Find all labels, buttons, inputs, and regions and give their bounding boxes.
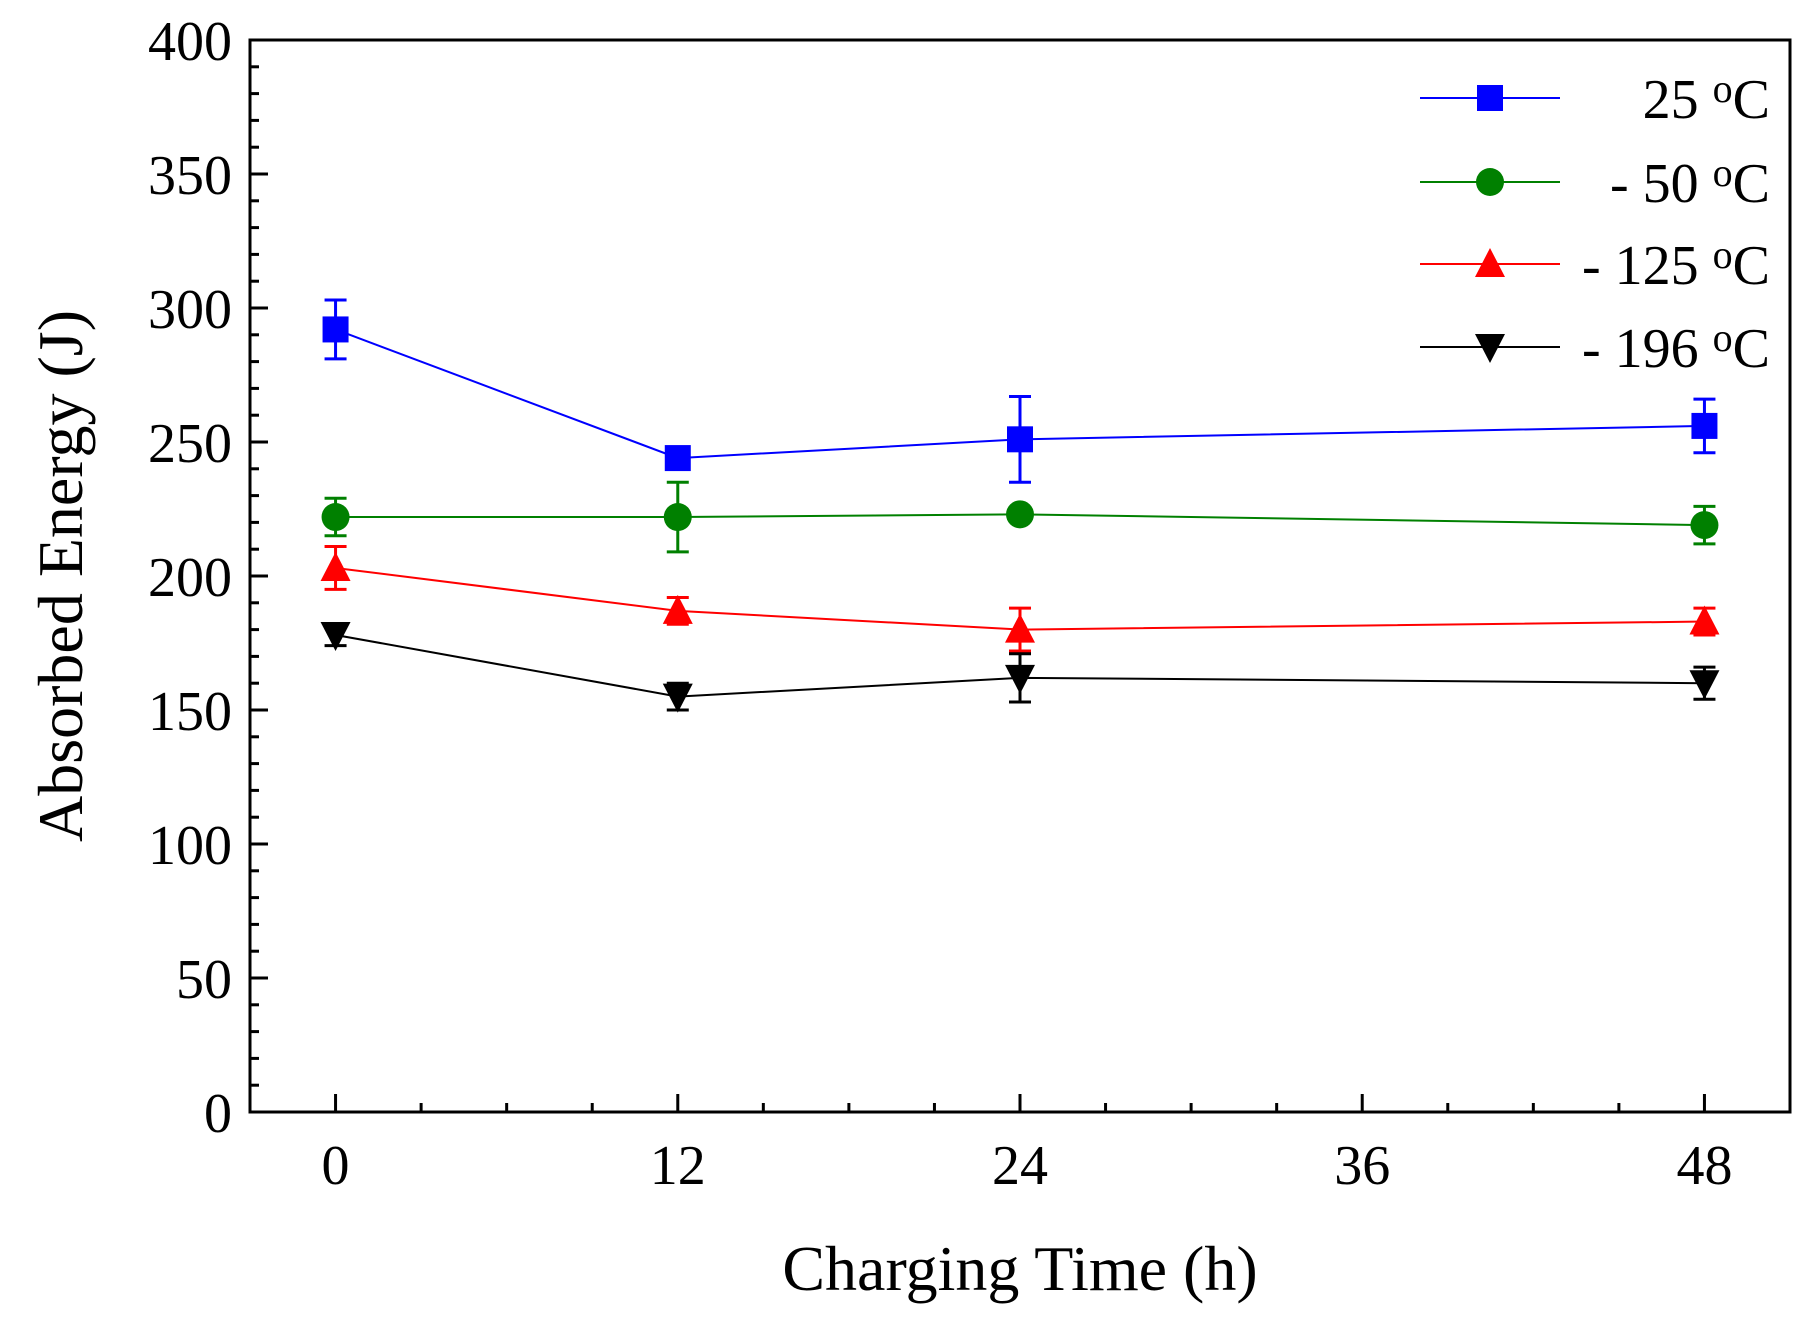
legend-label: - 196 oC <box>1582 315 1770 380</box>
y-tick-label: 300 <box>148 279 232 341</box>
data-point <box>664 503 692 531</box>
legend-item-3: - 196 oC <box>1420 315 1770 380</box>
y-tick-label: 250 <box>148 413 232 475</box>
legend-marker <box>1477 85 1503 111</box>
y-tick-label: 400 <box>148 11 232 73</box>
series-0 <box>323 300 1718 482</box>
data-point <box>1689 606 1719 635</box>
chart: 0 12 24 36 48 0 50 100 150 200 250 300 350 400 25 oC -… <box>0 0 1816 1323</box>
legend: 25 oC - 50 oC - 125 oC - 196 oC <box>1420 66 1770 380</box>
legend-marker <box>1476 168 1504 196</box>
data-point <box>663 684 693 713</box>
legend-marker <box>1475 248 1505 277</box>
legend-item-0: 25 oC <box>1420 66 1770 131</box>
data-point <box>1691 413 1717 439</box>
legend-label: - 50 oC <box>1610 150 1770 215</box>
series-layer <box>321 300 1720 713</box>
data-point <box>322 503 350 531</box>
series-1 <box>322 482 1719 552</box>
data-point <box>1007 426 1033 452</box>
y-tick-label: 0 <box>204 1083 232 1145</box>
data-point <box>665 445 691 471</box>
x-tick-label: 24 <box>992 1135 1048 1197</box>
data-point <box>1690 511 1718 539</box>
x-axis-label: Charging Time (h) <box>782 1233 1257 1304</box>
y-tick-label: 150 <box>148 681 232 743</box>
y-tick-label: 350 <box>148 145 232 207</box>
y-tick-label: 200 <box>148 547 232 609</box>
x-tick-label: 12 <box>650 1135 706 1197</box>
y-tick-label: 50 <box>176 949 232 1011</box>
legend-item-1: - 50 oC <box>1420 150 1770 215</box>
axis-ticks: 0 12 24 36 48 0 50 100 150 200 250 300 350 400 <box>148 11 1790 1197</box>
legend-marker <box>1475 334 1505 363</box>
data-point <box>1006 500 1034 528</box>
legend-item-2: - 125 oC <box>1420 232 1770 297</box>
y-axis-label: Absorbed Energy (J) <box>25 310 96 842</box>
plot-frame <box>250 40 1790 1112</box>
x-tick-label: 36 <box>1334 1135 1390 1197</box>
data-point <box>321 552 351 581</box>
legend-label: - 125 oC <box>1582 232 1770 297</box>
x-tick-label: 0 <box>322 1135 350 1197</box>
x-tick-label: 48 <box>1676 1135 1732 1197</box>
data-point <box>1689 670 1719 699</box>
data-point <box>323 316 349 342</box>
y-tick-label: 100 <box>148 815 232 877</box>
series-2 <box>321 547 1720 652</box>
legend-label: 25 oC <box>1643 66 1770 131</box>
